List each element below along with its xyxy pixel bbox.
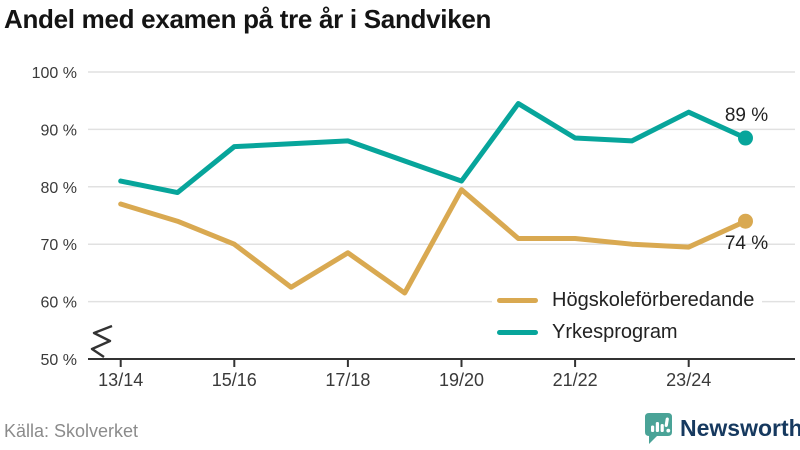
newsworthy-icon — [645, 413, 672, 444]
y-tick-label-60: 60 % — [41, 295, 77, 312]
y-tick-label-90: 90 % — [41, 122, 77, 139]
legend-item-hogskoleforberedande: Högskoleförberedande — [497, 288, 754, 313]
x-tick-label-15/16: 15/16 — [212, 370, 257, 390]
legend-label-hogskoleforberedande: Högskoleförberedande — [552, 289, 755, 311]
brand-name: Newsworthy — [680, 415, 800, 441]
x-tick-label-23/24: 23/24 — [666, 370, 711, 390]
x-tick-label-13/14: 13/14 — [98, 370, 143, 390]
end-value-label-h-gskolef-rberedande: 74 % — [725, 233, 768, 254]
x-tick-label-17/18: 17/18 — [325, 370, 370, 390]
y-tick-label-70: 70 % — [41, 237, 77, 254]
line-h-gskolef-rberedande — [118, 187, 748, 296]
x-tick-label-21/22: 21/22 — [553, 370, 598, 390]
end-value-label-yrkesprogram: 89 % — [725, 105, 768, 126]
legend-item-yrkesprogram: Yrkesprogram — [497, 320, 754, 345]
legend-swatch-hogskoleforberedande — [497, 298, 538, 303]
source-note: Källa: Skolverket — [4, 421, 139, 441]
y-tick-label-80: 80 % — [41, 180, 77, 197]
chart-title: Andel med examen på tre år i Sandviken — [4, 4, 492, 34]
y-tick-label-50: 50 % — [41, 352, 77, 369]
end-dot-yrkesprogram — [738, 130, 753, 146]
end-dot-h-gskolef-rberedande — [738, 213, 753, 229]
legend-swatch-yrkesprogram — [497, 330, 538, 335]
legend-label-yrkesprogram: Yrkesprogram — [552, 321, 678, 343]
line-yrkesprogram — [118, 101, 748, 196]
axis-break-icon — [90, 324, 113, 358]
y-tick-label-100: 100 % — [32, 65, 77, 82]
legend: Högskoleförberedande Yrkesprogram — [492, 285, 763, 348]
brand-logo: Newsworthy — [644, 412, 800, 445]
x-tick-label-19/20: 19/20 — [439, 370, 484, 390]
